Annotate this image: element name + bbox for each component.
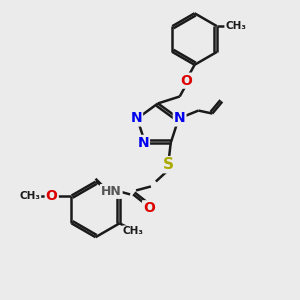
Text: O: O: [181, 74, 193, 88]
Text: O: O: [143, 201, 155, 215]
Text: S: S: [163, 157, 174, 172]
Text: CH₃: CH₃: [123, 226, 144, 236]
Text: CH₃: CH₃: [20, 190, 40, 201]
Text: N: N: [174, 112, 185, 125]
Text: N: N: [130, 112, 142, 125]
Text: N: N: [137, 136, 149, 150]
Text: HN: HN: [101, 185, 122, 198]
Text: O: O: [46, 189, 58, 202]
Text: CH₃: CH₃: [225, 21, 246, 31]
